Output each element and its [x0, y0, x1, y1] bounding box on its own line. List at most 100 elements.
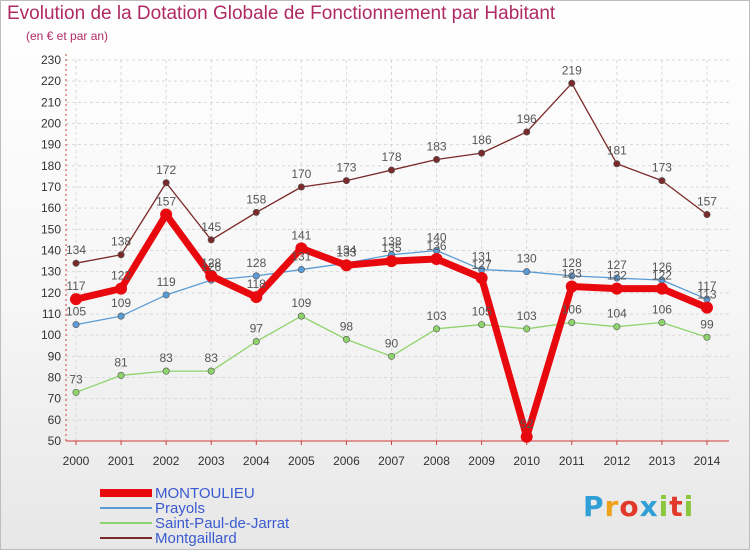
data-label: 130	[517, 252, 537, 266]
data-point	[700, 301, 713, 314]
data-label: 118	[247, 277, 266, 291]
data-point	[475, 272, 488, 285]
data-point	[115, 282, 128, 295]
data-label: 109	[291, 296, 311, 310]
data-label: 83	[159, 351, 173, 365]
x-tick-label: 2010	[513, 454, 540, 468]
data-point	[297, 183, 305, 191]
data-point	[342, 177, 350, 185]
data-point	[162, 367, 170, 375]
y-tick-label: 150	[41, 222, 61, 236]
y-tick-label: 170	[41, 180, 61, 194]
x-tick-label: 2003	[198, 454, 225, 468]
data-point	[252, 272, 260, 280]
data-label: 122	[111, 269, 131, 283]
data-point	[342, 335, 350, 343]
x-tick-label: 2011	[559, 454, 585, 468]
y-tick-label: 50	[48, 434, 62, 448]
data-label: 183	[427, 139, 447, 153]
data-label: 181	[607, 144, 627, 158]
data-point	[478, 149, 486, 157]
data-point	[613, 323, 621, 331]
y-tick-label: 80	[48, 371, 62, 385]
data-point	[568, 272, 576, 280]
data-label: 106	[562, 302, 582, 316]
y-tick-label: 230	[41, 53, 61, 67]
data-label: 133	[336, 245, 356, 259]
data-point	[162, 179, 170, 187]
data-point	[520, 430, 533, 443]
data-label: 127	[607, 258, 627, 272]
data-point	[117, 371, 125, 379]
data-point	[568, 79, 576, 87]
data-point	[72, 321, 80, 329]
data-point	[568, 318, 576, 326]
x-tick-label: 2000	[63, 454, 90, 468]
data-label: 52	[520, 417, 534, 431]
data-label: 99	[700, 317, 714, 331]
data-labels: 73 81 83 83 97 109 98 90 103 105 103 106 104 106 99 105…	[66, 63, 717, 430]
data-label: 109	[111, 296, 131, 310]
data-point	[658, 318, 666, 326]
y-tick-label: 200	[41, 117, 61, 131]
data-label: 135	[381, 241, 401, 255]
legend: MONTOULIEUPrayolsSaint-Paul-de-JarratMon…	[100, 485, 290, 547]
legend-label: Montgaillard	[155, 530, 237, 547]
proxiti-logo: Proxiti	[583, 490, 695, 523]
data-label: 127	[472, 258, 492, 272]
data-label: 117	[697, 279, 716, 293]
legend-label: MONTOULIEU	[155, 485, 255, 502]
legend-label: Saint-Paul-de-Jarrat	[155, 515, 290, 532]
legend-label: Prayols	[155, 500, 205, 517]
x-tick-label: 2009	[468, 454, 495, 468]
data-point	[433, 325, 441, 333]
data-label: 134	[336, 243, 356, 257]
data-point	[565, 280, 578, 293]
data-point	[205, 269, 218, 282]
y-tick-label: 110	[42, 307, 61, 321]
data-label: 136	[427, 239, 447, 253]
data-label: 138	[111, 235, 131, 249]
data-label: 138	[381, 235, 401, 249]
data-label: 123	[562, 266, 582, 280]
data-label: 105	[66, 305, 86, 319]
y-tick-label: 190	[41, 138, 61, 152]
data-label: 103	[517, 309, 537, 323]
data-label: 157	[697, 195, 717, 209]
data-point	[658, 177, 666, 185]
data-label: 119	[157, 275, 176, 289]
data-point	[70, 293, 82, 306]
data-label: 219	[562, 63, 582, 77]
data-point	[295, 242, 308, 255]
data-label: 134	[66, 243, 86, 257]
data-point	[523, 128, 531, 136]
data-label: 81	[114, 355, 128, 369]
data-label: 141	[291, 228, 311, 242]
data-label: 157	[156, 195, 176, 209]
data-point	[387, 166, 395, 174]
data-label: 122	[607, 269, 627, 283]
data-point	[162, 291, 170, 299]
x-tick-label: 2008	[423, 454, 450, 468]
data-point	[297, 266, 305, 274]
y-tick-label: 220	[41, 74, 61, 88]
x-tick-label: 2001	[108, 454, 135, 468]
data-point	[117, 312, 125, 320]
data-label: 113	[697, 288, 716, 302]
data-label: 131	[291, 250, 311, 264]
y-tick-label: 140	[41, 244, 61, 258]
y-tick-label: 100	[41, 328, 61, 342]
data-label: 122	[652, 269, 672, 283]
data-label: 83	[205, 351, 219, 365]
data-point	[252, 338, 260, 346]
data-point	[478, 321, 486, 329]
y-tick-label: 210	[41, 95, 61, 109]
data-label: 73	[69, 372, 83, 386]
data-label: 98	[340, 319, 354, 333]
data-label: 131	[472, 250, 492, 264]
grid-lines	[66, 59, 729, 442]
data-point	[297, 312, 305, 320]
axes: 50 60 70 80 90 100 110 120 130 140 150 160 170 180 190…	[41, 53, 729, 468]
